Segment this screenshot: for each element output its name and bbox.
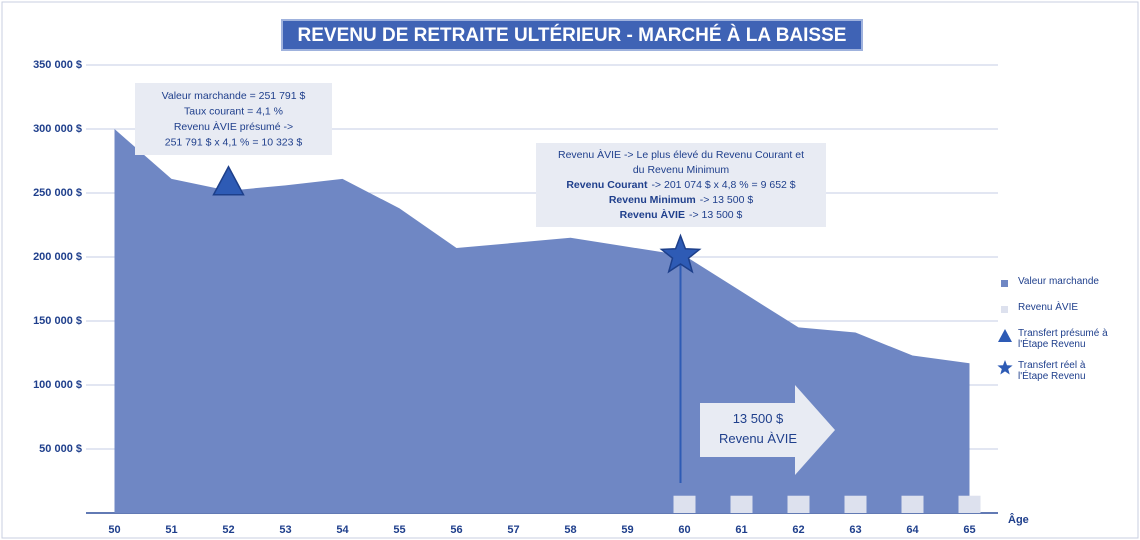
bar	[958, 495, 981, 513]
annotation-text: -> 13 500 $	[700, 194, 754, 206]
annotation-text: 13 500 $	[733, 411, 784, 426]
bar	[901, 495, 924, 513]
legend-label: Revenu ÀVIE	[1018, 302, 1079, 313]
legend-item: Transfert présumé à l'Étape Revenu	[996, 328, 1136, 350]
annotation-line: Revenu Courant -> 201 074 $ x 4,8 % = 9 6…	[566, 179, 795, 191]
x-tick-label: 56	[450, 524, 462, 536]
x-tick-label: 63	[849, 524, 861, 536]
annotation-text: Taux courant = 4,1 %	[184, 105, 283, 117]
annotation-box	[536, 143, 826, 227]
annotation-line: Revenu ÀVIE -> 13 500 $	[620, 208, 743, 221]
annotation-bold: Revenu Courant	[566, 179, 648, 191]
annotation-bold: Revenu ÀVIE	[620, 208, 685, 221]
y-tick-label: 100 000 $	[33, 379, 82, 391]
x-tick-label: 62	[792, 524, 804, 536]
y-tick-label: 150 000 $	[33, 315, 82, 327]
x-tick-label: 59	[621, 524, 633, 536]
x-tick-label: 58	[564, 524, 576, 536]
chart-title: REVENU DE RETRAITE ULTÉRIEUR - MARCHÉ À …	[298, 24, 847, 46]
legend-label: Transfert réel à l'Étape Revenu	[1018, 360, 1086, 382]
title-box	[281, 19, 863, 51]
annotation-line: Valeur marchande = 251 791 $	[162, 90, 306, 102]
bar	[673, 495, 696, 513]
annotation-line: Revenu ÀVIE	[719, 431, 797, 446]
y-tick-label: 50 000 $	[39, 443, 82, 455]
x-tick-label: 51	[165, 524, 177, 536]
x-tick-label: 64	[906, 524, 919, 536]
y-tick-label: 250 000 $	[33, 187, 82, 199]
x-tick-label: 55	[393, 524, 405, 536]
legend-swatch	[1001, 280, 1008, 287]
annotation-line: 251 791 $ x 4,1 % = 10 323 $	[165, 136, 303, 148]
legend-item: Revenu ÀVIE	[996, 302, 1136, 318]
legend-icon	[998, 329, 1012, 342]
annotation-text: -> 13 500 $	[689, 209, 743, 221]
legend-label: Transfert présumé à l'Étape Revenu	[1018, 328, 1108, 350]
annotation-line: Taux courant = 4,1 %	[184, 105, 283, 117]
annotation-text: 251 791 $ x 4,1 % = 10 323 $	[165, 136, 303, 148]
x-tick-label: 57	[507, 524, 519, 536]
legend-swatch	[998, 329, 1012, 342]
annotation-line: du Revenu Minimum	[633, 164, 730, 176]
x-tick-label: 61	[735, 524, 747, 536]
legend-item: Valeur marchande	[996, 276, 1136, 292]
annotation-text: du Revenu Minimum	[633, 164, 730, 176]
x-tick-label: 65	[963, 524, 975, 536]
annotation-text: -> 201 074 $ x 4,8 % = 9 652 $	[651, 179, 795, 191]
x-axis-label: Âge	[1008, 513, 1029, 526]
bar	[844, 495, 867, 513]
annotation-text: Revenu ÀVIE -> Le plus élevé du Revenu C…	[558, 148, 804, 161]
annotation-bold: Revenu Minimum	[609, 194, 696, 206]
bar	[787, 495, 810, 513]
annotation-line: Revenu ÀVIE -> Le plus élevé du Revenu C…	[558, 148, 804, 161]
legend-swatch	[997, 360, 1013, 375]
x-tick-label: 53	[279, 524, 291, 536]
annotation-line: 13 500 $	[733, 411, 784, 426]
legend: Valeur marchande Revenu ÀVIE Transfert pré…	[996, 276, 1136, 392]
triangle-marker	[212, 165, 245, 196]
legend-swatch	[1001, 306, 1008, 313]
y-tick-label: 350 000 $	[33, 59, 82, 71]
legend-icon	[1001, 280, 1008, 287]
x-tick-label: 52	[222, 524, 234, 536]
x-tick-label: 50	[108, 524, 120, 536]
y-tick-label: 200 000 $	[33, 251, 82, 263]
arrow-shape	[700, 385, 835, 475]
bar	[730, 495, 753, 513]
legend-item: Transfert réel à l'Étape Revenu	[996, 360, 1136, 382]
y-tick-label: 300 000 $	[33, 123, 82, 135]
annotation-line: Revenu Minimum -> 13 500 $	[609, 194, 754, 206]
x-tick-label: 54	[336, 524, 349, 536]
legend-icon	[1001, 306, 1008, 313]
annotation-text: Valeur marchande = 251 791 $	[162, 90, 306, 102]
annotation-box	[135, 83, 332, 155]
star-marker	[659, 233, 702, 274]
x-tick-label: 60	[678, 524, 690, 536]
annotation-text: Revenu ÀVIE présumé ->	[174, 120, 293, 133]
annotation-text: Revenu ÀVIE	[719, 431, 797, 446]
annotation-line: Revenu ÀVIE présumé ->	[174, 120, 293, 133]
legend-icon	[997, 360, 1013, 375]
legend-label: Valeur marchande	[1018, 276, 1099, 287]
